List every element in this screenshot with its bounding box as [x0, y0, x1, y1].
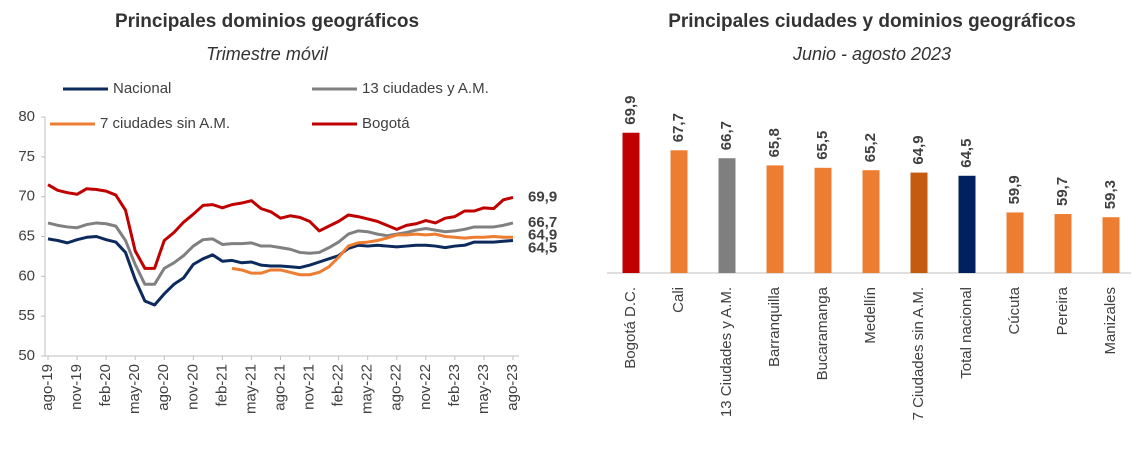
end-label: 69,9: [528, 188, 557, 205]
x-tick-label: may-22: [359, 364, 376, 414]
x-tick-label: Barranquilla: [766, 286, 783, 367]
end-label: 64,5: [528, 239, 557, 256]
x-tick-label: ago-20: [155, 364, 172, 411]
chart-subtitle: Junio - agosto 2023: [792, 44, 951, 64]
value-label: 67,7: [670, 113, 687, 142]
y-tick-label: 75: [18, 148, 35, 165]
x-tick-label: ago-23: [504, 364, 521, 411]
x-tick-label: may-20: [126, 364, 143, 414]
series-line: [47, 183, 514, 270]
x-tick-label: Cúcuta: [1006, 286, 1023, 334]
bar: [766, 165, 784, 273]
x-tick-label: may-21: [242, 364, 259, 414]
x-tick-label: feb-22: [330, 364, 347, 407]
chart-title: Principales dominios geográficos: [115, 11, 419, 32]
end-label: 66,7: [528, 214, 557, 231]
bar: [958, 175, 976, 273]
y-tick-label: 80: [18, 108, 35, 125]
x-tick-label: nov-19: [68, 364, 85, 410]
value-label: 64,5: [958, 139, 975, 168]
value-label: 64,9: [910, 135, 927, 164]
x-tick-label: ago-21: [271, 364, 288, 411]
x-tick-label: 7 Ciudades sin A.M.: [910, 287, 927, 420]
value-label: 65,2: [862, 133, 879, 162]
x-tick-label: Manizales: [1102, 287, 1119, 355]
bar: [814, 167, 832, 273]
value-label: 65,5: [814, 131, 831, 160]
legend-label: 13 ciudades y A.M.: [362, 80, 489, 97]
y-tick-label: 50: [18, 347, 35, 364]
y-tick-label: 65: [18, 227, 35, 244]
chart-subtitle: Trimestre móvil: [206, 44, 329, 64]
x-tick-label: Total nacional: [958, 287, 975, 379]
legend-label: 7 ciudades sin A.M.: [100, 115, 230, 132]
value-label: 59,7: [1054, 177, 1071, 206]
bar: [670, 150, 688, 273]
value-label: 66,7: [718, 121, 735, 150]
bar: [862, 170, 880, 273]
value-label: 59,3: [1102, 180, 1119, 209]
x-tick-label: Medellín: [862, 287, 879, 344]
end-label: 64,9: [528, 226, 557, 243]
x-tick-label: may-23: [475, 364, 492, 414]
series-line: [231, 232, 513, 277]
x-tick-label: feb-23: [446, 364, 463, 407]
x-tick-label: Cali: [670, 287, 687, 313]
y-tick-label: 55: [18, 307, 35, 324]
value-label: 69,9: [622, 96, 639, 125]
x-tick-label: feb-20: [97, 364, 114, 407]
bar: [1054, 214, 1072, 273]
bar: [1102, 217, 1120, 273]
series-line: [47, 221, 514, 286]
x-tick-label: ago-22: [388, 364, 405, 411]
bar: [718, 158, 736, 273]
bar: [1006, 212, 1024, 273]
series-line: [47, 235, 514, 307]
x-tick-label: 13 Ciudades y A.M.: [718, 287, 735, 417]
x-tick-label: nov-20: [184, 364, 201, 410]
x-tick-label: ago-19: [39, 364, 56, 411]
bar: [622, 132, 640, 273]
x-tick-label: Bucaramanga: [814, 286, 831, 380]
legend-label: Bogotá: [362, 115, 410, 132]
x-tick-label: Pereira: [1054, 286, 1071, 335]
bar: [910, 172, 928, 273]
legend-label: Nacional: [113, 80, 171, 97]
value-label: 65,8: [766, 128, 783, 157]
x-tick-label: Bogotá D.C.: [622, 287, 639, 369]
x-tick-label: feb-21: [213, 364, 230, 407]
chart-title: Principales ciudades y dominios geográfi…: [668, 11, 1076, 32]
x-tick-label: nov-22: [417, 364, 434, 410]
y-tick-label: 70: [18, 188, 35, 205]
x-tick-label: nov-21: [301, 364, 318, 410]
value-label: 59,9: [1006, 175, 1023, 204]
y-tick-label: 60: [18, 267, 35, 284]
